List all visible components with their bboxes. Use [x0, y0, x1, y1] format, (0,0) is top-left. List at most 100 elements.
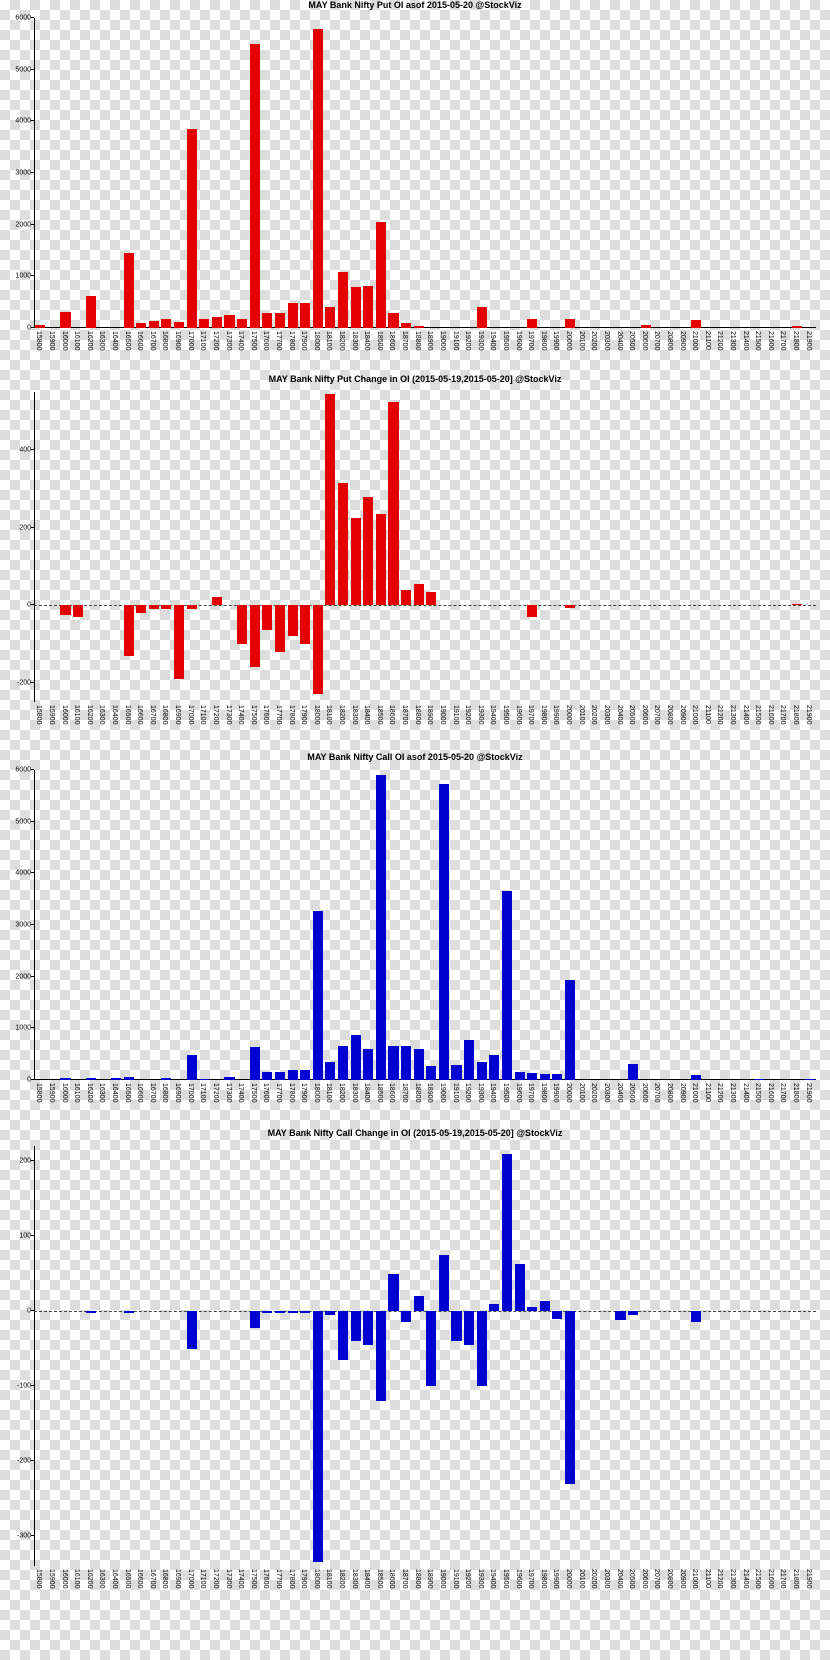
bar: [414, 584, 424, 605]
xtick-label: 21300: [729, 1569, 736, 1588]
xtick-label: 19500: [502, 1083, 509, 1102]
xtick-label: 19000: [439, 1083, 446, 1102]
xtick-label: 21600: [767, 1569, 774, 1588]
bar: [187, 1055, 197, 1080]
bar: [477, 1311, 487, 1386]
xtick-label: 18800: [414, 705, 421, 724]
bar: [262, 605, 272, 630]
bar: [628, 1064, 638, 1080]
bar: [325, 307, 335, 328]
xtick-label: 20400: [616, 1083, 623, 1102]
bar: [489, 1055, 499, 1080]
ytick-label: 6000: [15, 767, 34, 774]
xtick-label: 18800: [414, 1083, 421, 1102]
bar: [313, 911, 323, 1080]
bar: [527, 605, 537, 617]
ytick-label: 1000: [15, 1025, 34, 1032]
xtick-label: 16200: [86, 705, 93, 724]
chart-title-0: MAY Bank Nifty Put OI asof 2015-05-20 @S…: [0, 0, 830, 10]
xtick-label: 20400: [616, 331, 623, 350]
xtick-label: 17600: [262, 1083, 269, 1102]
bar: [540, 1301, 550, 1311]
xtick-label: 16600: [136, 1569, 143, 1588]
xtick-label: 17800: [288, 331, 295, 350]
xtick-label: 16000: [61, 1083, 68, 1102]
xtick-label: 17100: [199, 705, 206, 724]
bar: [565, 980, 575, 1080]
xtick-label: 17700: [275, 1569, 282, 1588]
bar: [691, 320, 701, 328]
xtick-label: 19000: [439, 1569, 446, 1588]
xtick-label: 19600: [515, 331, 522, 350]
xtick-label: 18700: [401, 331, 408, 350]
xtick-label: 21800: [792, 1083, 799, 1102]
xtick-label: 17900: [300, 331, 307, 350]
xtick-label: 21900: [805, 331, 812, 350]
xtick-label: 18200: [338, 1569, 345, 1588]
xtick-label: 16900: [174, 331, 181, 350]
bar: [527, 1307, 537, 1311]
xtick-label: 15800: [35, 1083, 42, 1102]
xtick-label: 17500: [250, 1569, 257, 1588]
xtick-label: 16100: [73, 1569, 80, 1588]
xtick-label: 17100: [199, 1569, 206, 1588]
xtick-label: 16100: [73, 331, 80, 350]
xtick-label: 16200: [86, 1569, 93, 1588]
xtick-label: 21000: [691, 705, 698, 724]
bar: [237, 605, 247, 644]
bar: [426, 1066, 436, 1080]
bar: [414, 1296, 424, 1311]
xtick-label: 20500: [628, 1569, 635, 1588]
xtick-label: 17400: [237, 1569, 244, 1588]
bar: [250, 1047, 260, 1080]
ytick-label: 3000: [15, 170, 34, 177]
xtick-label: 19500: [502, 331, 509, 350]
bar: [275, 1072, 285, 1080]
xtick-label: 19800: [540, 705, 547, 724]
xtick-label: 18600: [388, 1569, 395, 1588]
plot-area-3: -300-200-1000100200158001590016000161001…: [34, 1146, 816, 1566]
ytick-label: 1000: [15, 273, 34, 280]
ytick-label: 200: [19, 1158, 34, 1165]
bar: [149, 321, 159, 328]
xtick-label: 21500: [754, 1569, 761, 1588]
xtick-label: 21900: [805, 1083, 812, 1102]
xtick-label: 17900: [300, 1569, 307, 1588]
xtick-label: 19200: [464, 705, 471, 724]
xtick-label: 19600: [515, 1083, 522, 1102]
xtick-label: 18500: [376, 1083, 383, 1102]
bar: [363, 497, 373, 606]
xtick-label: 20000: [565, 705, 572, 724]
bar: [388, 1046, 398, 1080]
bar: [300, 303, 310, 328]
xtick-label: 20300: [603, 1569, 610, 1588]
xtick-label: 19400: [489, 331, 496, 350]
xtick-label: 20100: [578, 1083, 585, 1102]
bar: [86, 1311, 96, 1313]
xtick-label: 21200: [716, 1083, 723, 1102]
bar: [376, 1311, 386, 1401]
bar: [376, 775, 386, 1080]
xtick-label: 20100: [578, 1569, 585, 1588]
ytick-label: 0: [27, 1308, 34, 1315]
chart-title-1: MAY Bank Nifty Put Change in OI (2015-05…: [0, 374, 830, 384]
xtick-label: 16100: [73, 1083, 80, 1102]
xtick-label: 20800: [666, 705, 673, 724]
xtick-label: 16400: [111, 1083, 118, 1102]
ytick-label: 100: [19, 1233, 34, 1240]
bar: [187, 1311, 197, 1349]
bar: [313, 29, 323, 328]
xtick-label: 19600: [515, 1569, 522, 1588]
bar: [351, 287, 361, 328]
xtick-label: 16400: [111, 331, 118, 350]
xtick-label: 18900: [426, 1083, 433, 1102]
xtick-label: 21000: [691, 1083, 698, 1102]
xtick-label: 19800: [540, 1083, 547, 1102]
xtick-label: 16500: [124, 705, 131, 724]
xtick-label: 19100: [452, 705, 459, 724]
xtick-label: 19900: [552, 1569, 559, 1588]
xtick-label: 18500: [376, 331, 383, 350]
bar: [300, 605, 310, 644]
ytick-label: 200: [19, 524, 34, 531]
bar: [691, 1311, 701, 1322]
